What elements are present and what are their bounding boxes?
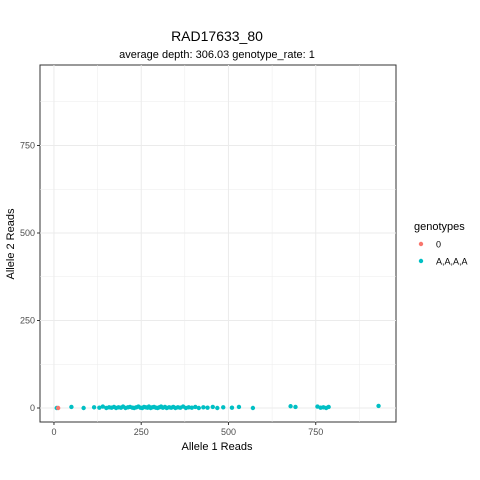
data-point xyxy=(193,404,198,410)
tick-layer: 0 250 500 750 0 250 500 750 xyxy=(20,141,323,438)
y-axis-label: Allele 2 Reads xyxy=(5,208,17,279)
x-tick-label: 750 xyxy=(308,427,323,437)
y-tick-label: 0 xyxy=(30,403,35,413)
legend-title: genotypes xyxy=(414,221,465,233)
points-layer xyxy=(54,403,381,411)
data-point xyxy=(293,404,298,410)
legend-label: A,A,A,A xyxy=(436,257,468,267)
legend: genotypes 0 A,A,A,A xyxy=(414,221,468,267)
chart-subtitle: average depth: 306.03 genotype_rate: 1 xyxy=(119,49,315,61)
data-point xyxy=(205,405,210,410)
grid-layer xyxy=(40,65,396,422)
data-point xyxy=(201,405,206,410)
x-tick-label: 250 xyxy=(134,427,149,437)
data-point xyxy=(215,405,220,411)
data-point xyxy=(69,404,74,410)
y-tick-label: 750 xyxy=(20,141,35,151)
legend-entries: 0 A,A,A,A xyxy=(418,240,468,267)
legend-key xyxy=(418,258,424,264)
data-point xyxy=(97,405,102,410)
data-point xyxy=(236,404,242,410)
legend-key xyxy=(418,241,424,247)
legend-label: 0 xyxy=(436,240,441,250)
data-point xyxy=(376,403,381,409)
chart-title: RAD17633_80 xyxy=(171,28,263,44)
x-axis-label: Allele 1 Reads xyxy=(182,441,253,453)
data-point xyxy=(210,404,215,410)
y-tick-label: 250 xyxy=(20,316,35,326)
data-point xyxy=(81,405,86,411)
data-point xyxy=(326,404,331,410)
data-point xyxy=(229,405,235,410)
data-point xyxy=(91,405,97,410)
data-point xyxy=(189,405,195,410)
data-point xyxy=(221,405,226,410)
data-point xyxy=(250,405,256,411)
data-point xyxy=(55,405,61,411)
x-tick-label: 500 xyxy=(221,427,236,437)
plot-panel xyxy=(39,64,397,423)
y-tick-label: 500 xyxy=(20,228,35,238)
data-point xyxy=(100,404,106,409)
data-point xyxy=(288,404,293,409)
data-point xyxy=(196,405,202,411)
x-tick-label: 0 xyxy=(51,427,56,437)
